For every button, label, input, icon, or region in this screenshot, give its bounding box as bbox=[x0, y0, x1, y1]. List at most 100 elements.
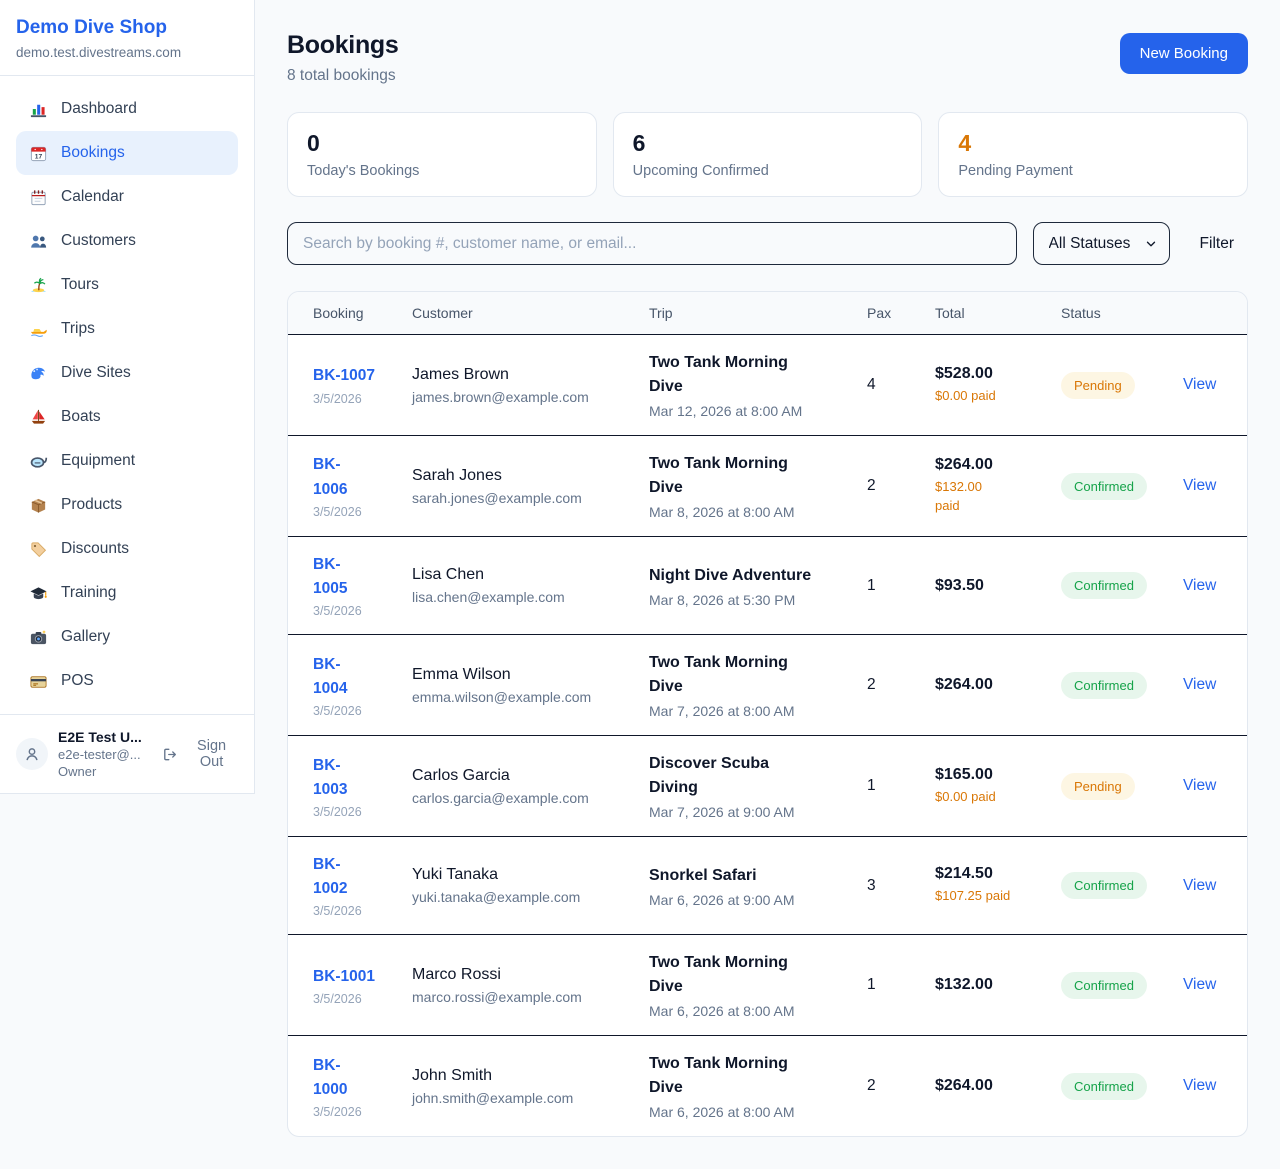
pax-count: 1 bbox=[855, 934, 923, 1037]
customer-name: Marco Rossi bbox=[412, 965, 501, 983]
stat-card-upcoming-confirmed: 6 Upcoming Confirmed bbox=[612, 112, 923, 197]
booking-id-link[interactable]: BK- 1005 bbox=[313, 556, 348, 598]
sidebar-item-equipment[interactable]: Equipment bbox=[16, 439, 238, 483]
sign-out-label: Sign Out bbox=[197, 738, 227, 770]
tag-icon bbox=[29, 540, 48, 559]
view-link[interactable]: View bbox=[1183, 876, 1217, 894]
table-row: BK- 1003 3/5/2026 Carlos Garcia carlos.g… bbox=[288, 735, 1247, 838]
status-select[interactable]: All Statuses bbox=[1032, 222, 1170, 265]
view-link[interactable]: View bbox=[1183, 676, 1217, 694]
new-booking-button[interactable]: New Booking bbox=[1119, 33, 1248, 74]
page-title: Bookings bbox=[287, 31, 399, 59]
booking-id-link[interactable]: BK-1007 bbox=[313, 367, 376, 385]
status-select-wrap: All Statuses bbox=[1032, 222, 1170, 265]
sign-out-button[interactable]: Sign Out bbox=[162, 738, 238, 770]
sidebar-item-discounts[interactable]: Discounts bbox=[16, 527, 238, 571]
customer-email: carlos.garcia@example.com bbox=[412, 789, 589, 806]
sidebar-item-tours[interactable]: Tours bbox=[16, 263, 238, 307]
view-link[interactable]: View bbox=[1183, 376, 1217, 393]
column-header-actions bbox=[1171, 292, 1247, 335]
customer-email: emma.wilson@example.com bbox=[412, 688, 592, 705]
stats-row: 0 Today's Bookings 6 Upcoming Confirmed … bbox=[287, 112, 1249, 197]
search-input[interactable] bbox=[287, 222, 1017, 265]
filter-row: All Statuses Filter bbox=[287, 222, 1248, 265]
table-row: BK-1007 3/5/2026 James Brown james.brown… bbox=[288, 334, 1247, 436]
total-amount: $264.00 bbox=[935, 676, 993, 694]
graduation-cap-icon bbox=[29, 584, 48, 603]
trip-datetime: Mar 6, 2026 at 8:00 AM bbox=[649, 1104, 795, 1121]
booking-id-link[interactable]: BK- 1004 bbox=[313, 655, 348, 697]
column-header-trip: Trip bbox=[637, 292, 855, 335]
pax-count: 1 bbox=[855, 536, 923, 636]
total-amount: $132.00 bbox=[935, 976, 993, 994]
sign-out-icon bbox=[162, 746, 178, 763]
paid-amount: $107.25 paid bbox=[935, 888, 1011, 904]
trip-name: Two Tank Morning Dive bbox=[649, 1055, 788, 1097]
pax-count: 2 bbox=[855, 435, 923, 537]
stat-label: Today's Bookings bbox=[307, 163, 420, 179]
sidebar-item-products[interactable]: Products bbox=[16, 483, 238, 527]
sidebar-item-dive-sites[interactable]: Dive Sites bbox=[16, 351, 238, 395]
customer-email: sarah.jones@example.com bbox=[412, 489, 582, 506]
credit-card-icon bbox=[29, 672, 48, 691]
sidebar-item-dashboard[interactable]: Dashboard bbox=[16, 87, 238, 131]
user-email: e2e-tester@... bbox=[58, 747, 141, 762]
total-amount: $214.50 bbox=[935, 865, 993, 883]
view-link[interactable]: View bbox=[1183, 1077, 1217, 1095]
sidebar-nav: Dashboard Bookings Calendar Customers To… bbox=[0, 76, 254, 714]
stat-card-pending-payment: 4 Pending Payment bbox=[938, 112, 1249, 197]
trip-datetime: Mar 7, 2026 at 8:00 AM bbox=[649, 703, 795, 720]
trip-datetime: Mar 8, 2026 at 8:00 AM bbox=[649, 504, 795, 520]
view-link[interactable]: View bbox=[1183, 976, 1217, 994]
bookings-table: Booking Customer Trip Pax Total Status BK-100… bbox=[288, 292, 1247, 1136]
column-header-total: Total bbox=[923, 292, 1049, 335]
paid-amount: $0.00 paid bbox=[935, 387, 996, 403]
view-link[interactable]: View bbox=[1183, 576, 1217, 594]
table-row: BK- 1005 3/5/2026 Lisa Chen lisa.chen@ex… bbox=[288, 536, 1247, 636]
sidebar-item-gallery[interactable]: Gallery bbox=[16, 615, 238, 659]
bookings-table-card: Booking Customer Trip Pax Total Status BK-100… bbox=[287, 291, 1248, 1138]
person-icon bbox=[23, 745, 41, 763]
sidebar-item-customers[interactable]: Customers bbox=[16, 219, 238, 263]
trip-name: Two Tank Morning Dive bbox=[649, 354, 788, 395]
customer-email: marco.rossi@example.com bbox=[412, 988, 582, 1005]
table-row: BK- 1002 3/5/2026 Yuki Tanaka yuki.tanak… bbox=[288, 836, 1247, 936]
pax-count: 1 bbox=[855, 735, 923, 838]
sidebar-footer: E2E Test U... e2e-tester@... Owner Sign … bbox=[0, 714, 254, 793]
status-badge: Confirmed bbox=[1061, 1072, 1147, 1100]
sidebar-item-training[interactable]: Training bbox=[16, 571, 238, 615]
column-header-status: Status bbox=[1049, 292, 1171, 335]
table-row: BK-1001 3/5/2026 Marco Rossi marco.rossi… bbox=[288, 934, 1247, 1037]
table-header: Booking Customer Trip Pax Total Status bbox=[288, 292, 1247, 335]
booking-date: 3/5/2026 bbox=[313, 991, 362, 1006]
booking-id-link[interactable]: BK- 1000 bbox=[313, 1056, 348, 1098]
booking-date: 3/5/2026 bbox=[313, 504, 362, 519]
spiral-calendar-icon bbox=[29, 188, 48, 207]
pax-count: 2 bbox=[855, 634, 923, 737]
sidebar-item-trips[interactable]: Trips bbox=[16, 307, 238, 351]
status-badge: Confirmed bbox=[1061, 872, 1147, 900]
sidebar-item-bookings[interactable]: Bookings bbox=[16, 131, 238, 175]
total-amount: $93.50 bbox=[935, 576, 984, 594]
booking-date: 3/5/2026 bbox=[313, 1104, 362, 1119]
booking-id-link[interactable]: BK-1001 bbox=[313, 967, 376, 985]
package-icon bbox=[29, 496, 48, 515]
sidebar-item-boats[interactable]: Boats bbox=[16, 395, 238, 439]
table-row: BK- 1004 3/5/2026 Emma Wilson emma.wilso… bbox=[288, 634, 1247, 737]
view-link[interactable]: View bbox=[1183, 777, 1217, 795]
booking-id-link[interactable]: BK- 1006 bbox=[313, 456, 348, 498]
page-subtitle: 8 total bookings bbox=[287, 67, 396, 84]
customer-name: Lisa Chen bbox=[412, 566, 485, 584]
calendar-icon bbox=[29, 144, 48, 163]
booking-id-link[interactable]: BK- 1003 bbox=[313, 756, 348, 798]
sidebar-item-calendar[interactable]: Calendar bbox=[16, 175, 238, 219]
view-link[interactable]: View bbox=[1183, 477, 1217, 494]
filter-button[interactable]: Filter bbox=[1186, 235, 1248, 253]
sidebar-item-pos[interactable]: POS bbox=[16, 659, 238, 703]
status-badge: Confirmed bbox=[1061, 572, 1147, 600]
customer-email: james.brown@example.com bbox=[412, 388, 589, 405]
booking-id-link[interactable]: BK- 1002 bbox=[313, 856, 348, 898]
sidebar-header: Demo Dive Shop demo.test.divestreams.com bbox=[0, 0, 254, 76]
stat-value: 0 bbox=[307, 130, 320, 156]
customer-email: john.smith@example.com bbox=[412, 1089, 574, 1106]
